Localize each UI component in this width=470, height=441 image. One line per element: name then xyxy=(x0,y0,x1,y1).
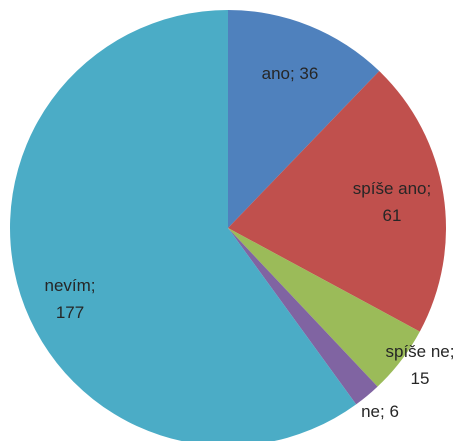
pie-slice xyxy=(10,10,357,441)
data-label: nevím; 177 xyxy=(44,276,96,322)
pie-slice xyxy=(228,228,378,405)
pie-slice xyxy=(228,10,380,228)
data-label: spíše ano; 61 xyxy=(352,179,432,225)
pie-slice xyxy=(228,228,420,387)
pie-slice xyxy=(228,71,446,332)
data-label: spíše ne; 15 xyxy=(385,342,455,388)
data-label: ano; 36 xyxy=(261,64,319,83)
data-label: ne; 6 xyxy=(361,402,399,421)
